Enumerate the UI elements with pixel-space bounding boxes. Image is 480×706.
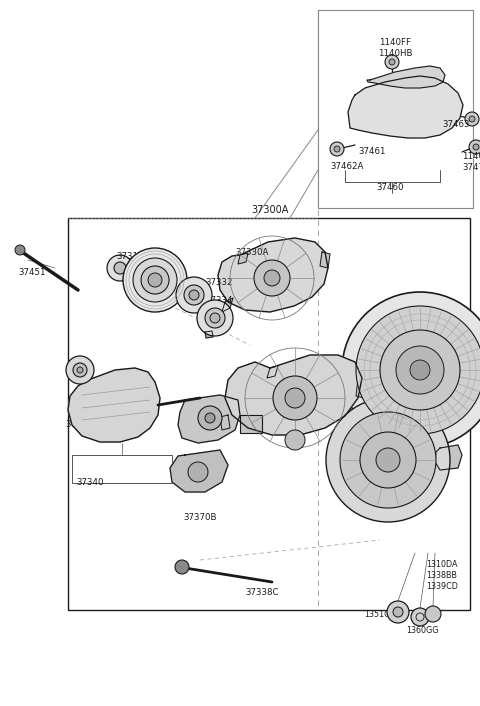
Circle shape bbox=[188, 462, 208, 482]
Polygon shape bbox=[220, 415, 230, 430]
Polygon shape bbox=[222, 298, 233, 312]
Circle shape bbox=[285, 430, 305, 450]
Circle shape bbox=[469, 116, 475, 122]
Circle shape bbox=[465, 112, 479, 126]
Polygon shape bbox=[68, 368, 160, 442]
Circle shape bbox=[107, 255, 133, 281]
Text: 37463: 37463 bbox=[442, 120, 469, 129]
Circle shape bbox=[410, 360, 430, 380]
Circle shape bbox=[15, 245, 25, 255]
Text: 37311E: 37311E bbox=[116, 252, 149, 261]
Polygon shape bbox=[320, 252, 330, 268]
Circle shape bbox=[73, 363, 87, 377]
Circle shape bbox=[198, 406, 222, 430]
Text: 37334: 37334 bbox=[205, 296, 232, 305]
Polygon shape bbox=[218, 238, 328, 312]
Polygon shape bbox=[267, 366, 278, 378]
Text: 37300A: 37300A bbox=[252, 205, 288, 215]
Text: 37330A: 37330A bbox=[235, 248, 269, 257]
Circle shape bbox=[197, 300, 233, 336]
Circle shape bbox=[340, 412, 436, 508]
Circle shape bbox=[330, 142, 344, 156]
Polygon shape bbox=[205, 331, 213, 338]
Text: 1140FF
1140HB: 1140FF 1140HB bbox=[378, 38, 412, 58]
Circle shape bbox=[114, 262, 126, 274]
Circle shape bbox=[376, 448, 400, 472]
Polygon shape bbox=[348, 76, 463, 138]
Circle shape bbox=[205, 413, 215, 423]
Text: 37451: 37451 bbox=[18, 268, 46, 277]
Circle shape bbox=[334, 146, 340, 152]
Circle shape bbox=[210, 313, 220, 323]
Circle shape bbox=[123, 248, 187, 312]
Bar bbox=[240, 415, 262, 433]
Circle shape bbox=[264, 270, 280, 286]
Circle shape bbox=[393, 607, 403, 617]
Circle shape bbox=[254, 260, 290, 296]
Circle shape bbox=[360, 432, 416, 488]
Text: 37321B: 37321B bbox=[130, 270, 164, 279]
Circle shape bbox=[389, 59, 395, 65]
Circle shape bbox=[285, 388, 305, 408]
Circle shape bbox=[411, 608, 429, 626]
Circle shape bbox=[273, 376, 317, 420]
Text: 37323: 37323 bbox=[155, 288, 182, 297]
Circle shape bbox=[133, 258, 177, 302]
Circle shape bbox=[141, 266, 169, 294]
Bar bbox=[68, 218, 470, 610]
Text: 37332: 37332 bbox=[205, 278, 232, 287]
Circle shape bbox=[425, 606, 441, 622]
Circle shape bbox=[356, 306, 480, 434]
Text: 37340: 37340 bbox=[76, 478, 104, 487]
Circle shape bbox=[189, 290, 199, 300]
Circle shape bbox=[148, 273, 162, 287]
Text: 1351GA: 1351GA bbox=[364, 610, 396, 619]
Circle shape bbox=[469, 140, 480, 154]
Text: 37460: 37460 bbox=[376, 183, 404, 192]
Circle shape bbox=[342, 292, 480, 448]
Text: 37342: 37342 bbox=[65, 420, 93, 429]
Text: 37370B: 37370B bbox=[183, 513, 217, 522]
Text: 37367E: 37367E bbox=[298, 418, 331, 427]
Polygon shape bbox=[367, 66, 445, 88]
Circle shape bbox=[326, 398, 450, 522]
Circle shape bbox=[77, 367, 83, 373]
Circle shape bbox=[380, 330, 460, 410]
Bar bbox=[318, 10, 473, 208]
Circle shape bbox=[66, 356, 94, 384]
Text: 37461: 37461 bbox=[358, 147, 385, 156]
Circle shape bbox=[175, 560, 189, 574]
Polygon shape bbox=[356, 378, 366, 398]
Circle shape bbox=[387, 601, 409, 623]
Polygon shape bbox=[225, 355, 362, 435]
Text: 37390B: 37390B bbox=[382, 435, 415, 444]
Circle shape bbox=[385, 55, 399, 69]
Text: 1360GG: 1360GG bbox=[406, 626, 438, 635]
Circle shape bbox=[396, 346, 444, 394]
Text: 1310DA
1338BB
1339CD: 1310DA 1338BB 1339CD bbox=[426, 560, 458, 591]
Circle shape bbox=[473, 144, 479, 150]
Text: 37350B: 37350B bbox=[388, 318, 421, 327]
Polygon shape bbox=[178, 395, 240, 443]
Bar bbox=[72, 455, 172, 483]
Polygon shape bbox=[435, 445, 462, 470]
Text: 37462A: 37462A bbox=[330, 162, 363, 171]
Circle shape bbox=[205, 308, 225, 328]
Circle shape bbox=[176, 277, 212, 313]
Polygon shape bbox=[238, 253, 248, 264]
Polygon shape bbox=[170, 450, 228, 492]
Text: 37338C: 37338C bbox=[245, 588, 279, 597]
Text: 1140FM
37471A: 1140FM 37471A bbox=[462, 152, 480, 172]
Circle shape bbox=[184, 285, 204, 305]
